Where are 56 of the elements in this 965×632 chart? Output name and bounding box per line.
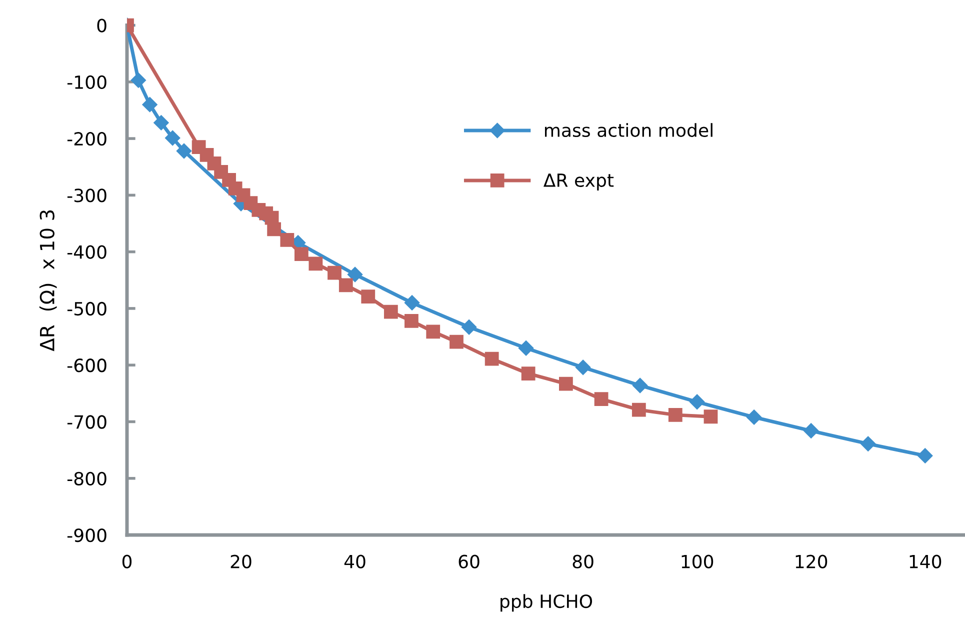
y-tick-label: -900 <box>67 528 106 542</box>
x-tick-label: 0 <box>122 554 132 568</box>
x-tick-label: 140 <box>910 554 942 568</box>
point <box>280 232 294 247</box>
legend-label: ΔR expt <box>544 174 614 191</box>
y-tick-label: -100 <box>67 75 106 90</box>
y-tick-label: -700 <box>67 415 106 429</box>
y-tick-label: -800 <box>67 472 106 486</box>
y-tick-label: -300 <box>67 188 106 202</box>
point <box>704 410 718 424</box>
y-tick-label: -500 <box>67 302 106 316</box>
point <box>361 290 376 304</box>
point <box>426 324 440 339</box>
x-tick-label: 40 <box>344 554 366 568</box>
y-tick-label: -600 <box>67 358 106 372</box>
point <box>450 334 464 349</box>
point <box>404 295 420 310</box>
x-tick-label: 100 <box>682 554 714 568</box>
x-tick-label: 60 <box>458 554 480 568</box>
point <box>632 402 646 417</box>
point <box>918 448 933 464</box>
point <box>559 376 573 391</box>
point <box>746 410 762 425</box>
y-axis-title: ΔR (Ω) x 10 3 <box>39 210 57 352</box>
point <box>347 266 363 282</box>
point <box>154 115 169 130</box>
point <box>668 408 682 422</box>
y-tick-label: -200 <box>67 132 106 146</box>
point <box>130 72 146 88</box>
point <box>689 394 705 410</box>
x-tick-label: 20 <box>230 554 252 568</box>
x-axis-title: ppb HCHO <box>500 594 592 612</box>
point <box>632 378 648 394</box>
point <box>142 97 158 112</box>
point <box>338 278 353 292</box>
y-tick-label: -400 <box>67 245 106 259</box>
point <box>594 392 608 406</box>
point <box>165 130 180 146</box>
point <box>521 366 536 381</box>
point <box>518 340 534 356</box>
y-tick-label: 0 <box>97 18 106 32</box>
point <box>484 352 499 366</box>
point <box>294 247 308 262</box>
point <box>860 436 876 452</box>
point <box>461 320 477 335</box>
point <box>804 423 819 438</box>
legend-label: mass action model <box>545 123 712 138</box>
x-tick-label: 80 <box>572 554 594 568</box>
point <box>308 256 323 271</box>
point <box>404 314 418 328</box>
point <box>267 222 282 236</box>
x-tick-label: 120 <box>796 554 828 568</box>
point <box>176 143 192 159</box>
point <box>384 304 398 319</box>
point <box>575 360 591 375</box>
point <box>328 266 342 280</box>
